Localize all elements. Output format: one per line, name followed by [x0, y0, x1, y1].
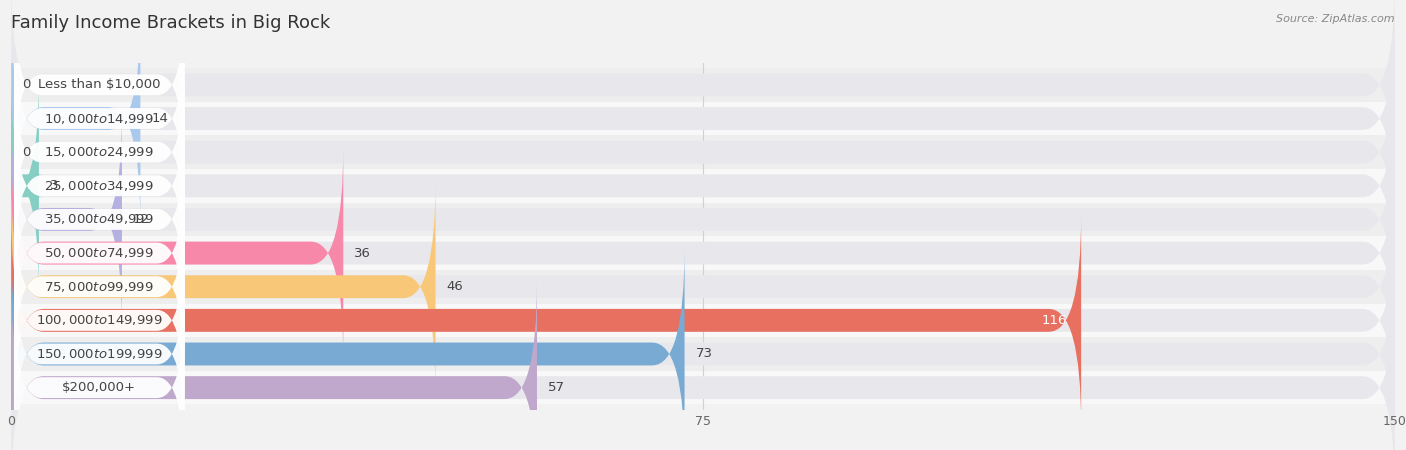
Bar — [11, 135, 1395, 169]
Bar — [11, 337, 1395, 371]
FancyBboxPatch shape — [14, 297, 184, 450]
FancyBboxPatch shape — [11, 248, 1395, 450]
Text: $15,000 to $24,999: $15,000 to $24,999 — [45, 145, 155, 159]
FancyBboxPatch shape — [14, 28, 184, 209]
Bar — [11, 304, 1395, 337]
FancyBboxPatch shape — [11, 214, 1395, 427]
Text: 57: 57 — [548, 381, 565, 394]
FancyBboxPatch shape — [14, 230, 184, 411]
Text: Source: ZipAtlas.com: Source: ZipAtlas.com — [1277, 14, 1395, 23]
FancyBboxPatch shape — [14, 264, 184, 445]
Text: 0: 0 — [22, 78, 31, 91]
Text: $10,000 to $14,999: $10,000 to $14,999 — [45, 112, 155, 126]
Text: 3: 3 — [51, 179, 59, 192]
FancyBboxPatch shape — [11, 281, 537, 450]
Text: 46: 46 — [447, 280, 464, 293]
Text: $35,000 to $49,999: $35,000 to $49,999 — [45, 212, 155, 226]
Text: 116: 116 — [1042, 314, 1067, 327]
Bar — [11, 236, 1395, 270]
FancyBboxPatch shape — [11, 113, 122, 326]
FancyBboxPatch shape — [14, 129, 184, 310]
Text: Less than $10,000: Less than $10,000 — [38, 78, 160, 91]
FancyBboxPatch shape — [14, 95, 184, 276]
Text: 14: 14 — [152, 112, 169, 125]
FancyBboxPatch shape — [11, 281, 1395, 450]
FancyBboxPatch shape — [11, 180, 436, 393]
FancyBboxPatch shape — [7, 80, 44, 292]
Text: 36: 36 — [354, 247, 371, 260]
FancyBboxPatch shape — [11, 46, 1395, 258]
FancyBboxPatch shape — [11, 147, 1395, 360]
FancyBboxPatch shape — [11, 180, 1395, 393]
FancyBboxPatch shape — [14, 162, 184, 343]
Text: $150,000 to $199,999: $150,000 to $199,999 — [37, 347, 163, 361]
Text: $200,000+: $200,000+ — [62, 381, 136, 394]
Text: 12: 12 — [134, 213, 150, 226]
FancyBboxPatch shape — [11, 147, 343, 360]
FancyBboxPatch shape — [14, 196, 184, 377]
Bar — [11, 270, 1395, 304]
Text: Family Income Brackets in Big Rock: Family Income Brackets in Big Rock — [11, 14, 330, 32]
FancyBboxPatch shape — [11, 12, 1395, 225]
Text: 0: 0 — [22, 146, 31, 159]
Bar — [11, 202, 1395, 236]
FancyBboxPatch shape — [14, 0, 184, 176]
FancyBboxPatch shape — [11, 248, 685, 450]
Bar — [11, 169, 1395, 202]
FancyBboxPatch shape — [11, 12, 141, 225]
Bar — [11, 371, 1395, 405]
Text: $50,000 to $74,999: $50,000 to $74,999 — [45, 246, 155, 260]
Text: $100,000 to $149,999: $100,000 to $149,999 — [37, 313, 163, 327]
FancyBboxPatch shape — [11, 113, 1395, 326]
Bar — [11, 68, 1395, 102]
Text: $25,000 to $34,999: $25,000 to $34,999 — [45, 179, 155, 193]
FancyBboxPatch shape — [11, 0, 1395, 191]
Text: 73: 73 — [696, 347, 713, 360]
FancyBboxPatch shape — [11, 80, 1395, 292]
Bar — [11, 102, 1395, 135]
Text: $75,000 to $99,999: $75,000 to $99,999 — [45, 280, 155, 294]
FancyBboxPatch shape — [14, 62, 184, 243]
FancyBboxPatch shape — [11, 214, 1081, 427]
